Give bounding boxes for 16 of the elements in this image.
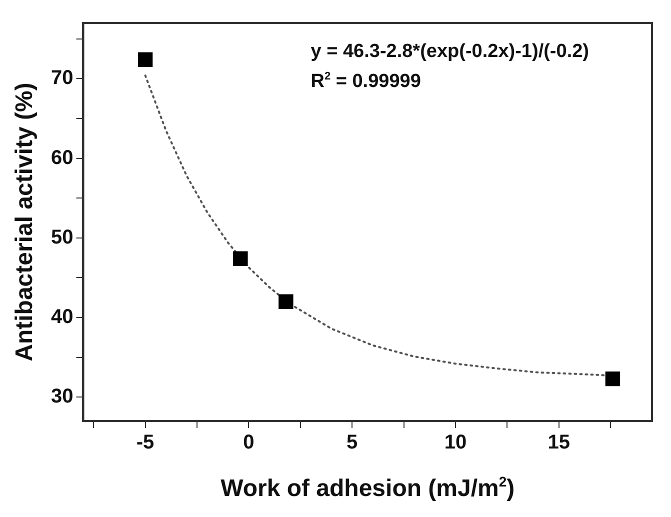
y-tick-label: 50 <box>50 226 74 248</box>
point <box>605 371 620 386</box>
annotation: y = 46.3-2.8*(exp(-0.2x)-1)/(-0.2) <box>310 41 590 62</box>
x-tick-label: 10 <box>444 432 467 454</box>
y-tick-label: 30 <box>50 386 74 408</box>
point <box>138 52 153 67</box>
x-tick-label: -5 <box>136 432 154 454</box>
x-tick-label: 15 <box>548 432 570 454</box>
y-tick-label: 60 <box>50 146 74 169</box>
point <box>278 294 294 309</box>
point <box>233 251 248 266</box>
y-tick-label: 40 <box>50 306 74 328</box>
x-tick-label: 0 <box>243 432 254 454</box>
y-axis-title: Antibacterial activity (%) <box>11 82 38 362</box>
y-tick-label: 70 <box>50 67 74 90</box>
x-tick-label: 5 <box>346 432 358 454</box>
